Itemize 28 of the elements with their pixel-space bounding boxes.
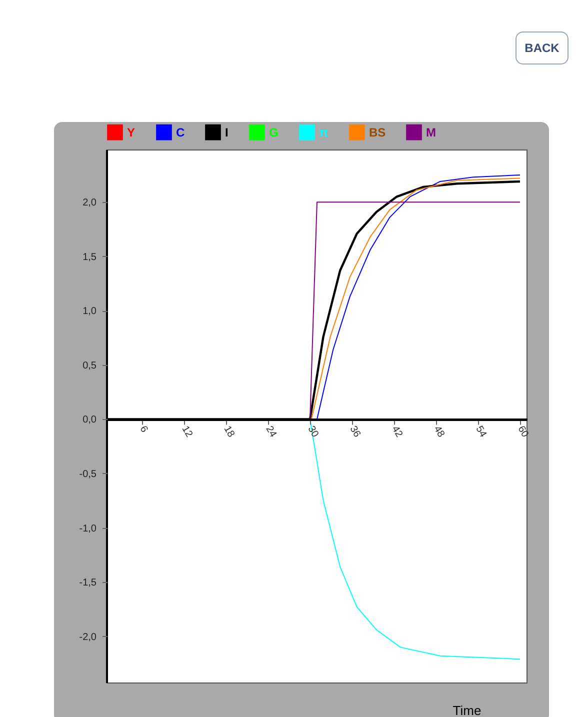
x-tick-label: 30 [305, 424, 321, 440]
x-tick-label: 12 [179, 424, 195, 440]
legend-label: Y [127, 125, 136, 140]
x-tick-label: 6 [137, 424, 150, 435]
y-tick-label: -1,5 [79, 578, 97, 589]
x-tick-label: 36 [347, 424, 363, 440]
x-tick-label: 54 [473, 424, 489, 440]
x-tick-label: 48 [431, 424, 447, 440]
y-tick-label: 0,5 [82, 360, 97, 372]
legend-label: BS [369, 125, 386, 140]
y-tick-label: -2,0 [79, 632, 97, 643]
x-axis-title: Time [452, 703, 482, 717]
y-tick-label: 1,0 [82, 306, 97, 318]
legend-label: G [269, 125, 278, 140]
text: BACK [524, 41, 560, 55]
x-tick-label: 42 [389, 424, 405, 440]
x-tick-label: 18 [221, 424, 237, 440]
legend-label: π [319, 125, 328, 140]
x-tick-label: 60 [515, 424, 531, 440]
legend-label: C [176, 125, 185, 140]
x-tick-label: 24 [263, 424, 279, 440]
y-tick-label: 0,0 [82, 414, 97, 426]
y-tick-label: -0,5 [79, 468, 97, 480]
y-tick-label: 2,0 [82, 198, 97, 209]
legend-label: I [225, 125, 228, 140]
y-tick-label: 1,5 [82, 252, 97, 263]
legend-label: M [426, 125, 436, 140]
y-tick-label: -1,0 [79, 523, 97, 534]
